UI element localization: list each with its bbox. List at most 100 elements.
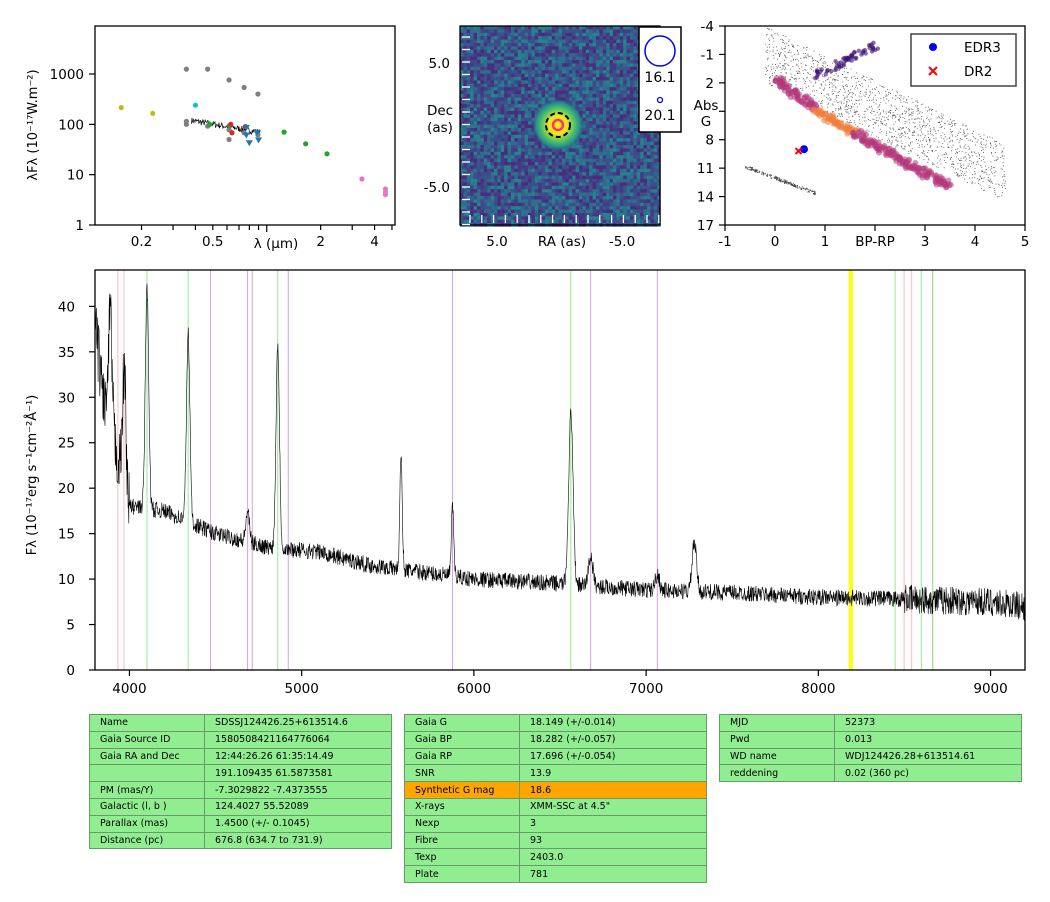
image-pixel	[650, 145, 654, 149]
image-pixel	[599, 216, 603, 220]
hr-field-star	[799, 68, 801, 70]
hr-field-star	[904, 133, 906, 135]
image-pixel	[589, 179, 593, 183]
image-pixel	[517, 213, 522, 217]
hr-field-star	[795, 80, 797, 82]
hr-field-star	[931, 150, 933, 152]
image-pixel	[541, 32, 546, 37]
image-pixel	[551, 66, 556, 71]
hr-field-star	[954, 124, 956, 126]
hr-field-star	[987, 179, 989, 181]
image-pixel	[616, 29, 620, 33]
image-pixel	[528, 151, 532, 156]
image-pixel	[480, 155, 484, 159]
image-pixel	[555, 219, 559, 224]
image-pixel	[565, 53, 569, 57]
hr-field-star	[877, 120, 879, 121]
image-pixel	[626, 121, 631, 125]
image-pixel	[534, 26, 539, 30]
image-pixel	[507, 97, 512, 101]
image-pixel	[650, 209, 654, 214]
hr-field-star	[917, 134, 919, 136]
image-pixel	[497, 56, 501, 61]
image-pixel	[585, 53, 590, 57]
image-pixel	[592, 202, 597, 207]
image-pixel	[463, 104, 467, 108]
image-pixel	[596, 46, 600, 50]
hr-field-star	[899, 98, 900, 99]
image-pixel	[575, 172, 580, 176]
hr-field-star	[910, 150, 912, 151]
image-pixel	[500, 121, 505, 125]
hr-field-star	[783, 66, 785, 67]
hr-field-star	[941, 113, 943, 115]
image-pixel	[497, 172, 501, 176]
image-pixel	[528, 60, 532, 64]
image-pixel	[619, 151, 624, 156]
hr-field-star	[792, 46, 794, 47]
hr-field-star	[890, 143, 892, 145]
image-pixel	[541, 60, 546, 64]
image-pixel	[613, 80, 617, 84]
image-pixel	[507, 83, 512, 88]
image-pixel	[534, 66, 539, 71]
image-pixel	[650, 172, 654, 176]
image-pixel	[466, 83, 471, 88]
image-pixel	[613, 131, 617, 135]
image-pixel	[494, 80, 498, 84]
image-pixel	[490, 104, 495, 108]
hr-field-star	[946, 138, 948, 140]
hr-field-star	[830, 99, 832, 101]
image-pixel	[473, 124, 478, 129]
image-pixel	[545, 80, 549, 84]
image-pixel	[640, 138, 644, 142]
image-pixel	[517, 189, 522, 193]
image-pixel	[466, 124, 471, 129]
image-pixel	[548, 63, 552, 67]
hr-field-star	[859, 119, 861, 121]
hr-field-star	[838, 75, 839, 77]
image-pixel	[616, 121, 620, 125]
hr-field-star	[911, 113, 913, 115]
image-pixel	[599, 209, 603, 214]
image-pixel	[470, 179, 474, 183]
image-pixel	[599, 32, 603, 37]
image-pixel	[487, 192, 491, 197]
image-pixel	[619, 168, 624, 173]
image-pixel	[562, 158, 566, 163]
image-pixel	[473, 49, 478, 54]
hr-field-star	[901, 133, 903, 135]
image-pixel	[514, 39, 518, 44]
hr-field-star	[943, 138, 945, 140]
image-pixel	[592, 134, 597, 139]
image-pixel	[626, 182, 631, 186]
hr-field-star	[1001, 152, 1003, 154]
hr-field-star	[774, 72, 776, 74]
hr-field-star	[767, 57, 769, 59]
image-pixel	[477, 70, 481, 74]
hr-field-star	[916, 100, 918, 102]
image-pixel	[497, 77, 501, 81]
image-pixel	[514, 83, 518, 88]
image-pixel	[460, 179, 464, 183]
hr-field-star	[784, 69, 786, 71]
image-pixel	[575, 53, 580, 57]
hr-field-star	[972, 162, 974, 164]
image-pixel	[653, 179, 658, 183]
image-pixel	[568, 172, 573, 176]
hr-field-star	[974, 174, 976, 176]
image-pixel	[507, 216, 512, 220]
image-pixel	[487, 128, 491, 132]
sed-point	[205, 66, 211, 72]
image-pixel	[572, 70, 576, 74]
hr-field-star	[862, 116, 864, 118]
image-pixel	[602, 53, 607, 57]
hr-field-star	[872, 124, 874, 125]
hr-field-star	[980, 177, 982, 179]
image-pixel	[497, 134, 501, 139]
image-pixel	[589, 56, 593, 61]
image-pixel	[534, 182, 539, 186]
image-pixel	[480, 121, 484, 125]
image-pixel	[572, 97, 576, 101]
image-pixel	[538, 179, 542, 183]
